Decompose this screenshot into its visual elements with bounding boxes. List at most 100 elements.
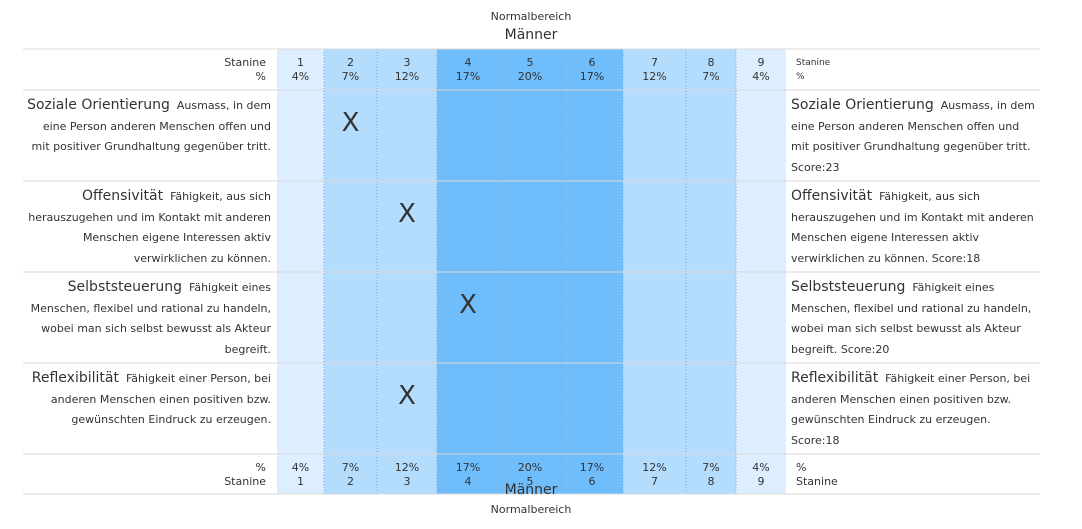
footer-label-left: % Stanine (0, 461, 266, 489)
percent-tick: 20% (517, 70, 543, 83)
header-label-right: Stanine% (796, 56, 916, 84)
percent-tick: 4% (752, 461, 770, 474)
percent-label: % (796, 461, 807, 474)
percent-tick: 4% (291, 70, 310, 83)
row-description-right: Selbststeuerung Fähigkeit eines Menschen… (791, 277, 1039, 360)
stanine-tick: 5 (526, 475, 534, 488)
column-footer-9: 4% 9 (736, 461, 786, 489)
stanine-tick: 3 (403, 56, 411, 69)
stanine-label: Stanine (796, 475, 838, 488)
scale-name: Reflexibilität (791, 370, 879, 386)
row-description-right: Reflexibilität Fähigkeit einer Person, b… (791, 368, 1039, 451)
stanine-tick: 4 (464, 475, 472, 488)
percent-tick: 7% (702, 461, 720, 474)
stanine-tick: 6 (588, 56, 596, 69)
row-description-right: Offensivität Fähigkeit, aus sich herausz… (791, 186, 1039, 269)
scale-name: Soziale Orientierung (27, 97, 170, 113)
column-header-7: 7 12% (623, 56, 686, 84)
column-header-2: 2 7% (324, 56, 377, 84)
column-header-9: 9 4% (736, 56, 786, 84)
stanine-tick: 9 (757, 56, 765, 69)
stanine-marker: X (341, 108, 360, 138)
percent-tick: 7% (702, 70, 720, 83)
percent-tick: 17% (455, 461, 481, 474)
percent-tick: 4% (752, 70, 770, 83)
column-footer-8: 7% 8 (686, 461, 736, 489)
column-header-3: 3 12% (377, 56, 437, 84)
scale-description: Fähigkeit, aus sich herauszugehen und im… (28, 190, 271, 265)
column-footer-7: 12% 7 (623, 461, 686, 489)
column-header-6: 6 17% (561, 56, 623, 84)
percent-tick: 17% (455, 70, 481, 83)
stanine-tick: 7 (651, 56, 658, 69)
stanine-tick: 9 (757, 475, 765, 488)
stanine-label: Stanine (224, 56, 266, 69)
stanine-tick: 7 (651, 475, 658, 488)
header-label-left: Stanine% (0, 56, 266, 84)
scale-name: Selbststeuerung (791, 279, 906, 295)
column-footer-1: 4% 1 (277, 461, 324, 489)
row-description-left: Soziale Orientierung Ausmass, in dem ein… (23, 95, 271, 158)
stanine-tick: 8 (707, 56, 715, 69)
percent-tick: 7% (341, 70, 360, 83)
top-caption: Normalbereich (490, 10, 572, 23)
bottom-title: Männer (504, 482, 558, 498)
stanine-tick: 1 (297, 475, 304, 488)
column-footer-3: 12% 3 (377, 461, 437, 489)
column-header-5: 5 20% (499, 56, 561, 84)
percent-tick: 4% (291, 461, 310, 474)
bottom-caption: Normalbereich (490, 503, 572, 516)
stanine-tick: 3 (403, 475, 411, 488)
score-value: Score:18 (931, 251, 981, 265)
stanine-tick: 2 (347, 475, 354, 488)
percent-tick: 12% (642, 461, 667, 474)
row-description-right: Soziale Orientierung Ausmass, in dem ein… (791, 95, 1039, 178)
percent-label: % (255, 461, 266, 474)
percent-tick: 12% (642, 70, 667, 83)
stanine-tick: 4 (464, 56, 472, 69)
stanine-marker: X (459, 290, 477, 320)
column-header-4: 4 17% (437, 56, 499, 84)
stanine-label: Stanine (224, 475, 266, 488)
column-header-8: 8 7% (686, 56, 736, 84)
stanine-label: Stanine (796, 58, 831, 68)
percent-tick: 12% (394, 461, 420, 474)
scale-name: Selbststeuerung (67, 279, 183, 295)
column-footer-5: 20% 5 (499, 461, 561, 489)
stanine-marker: X (398, 199, 416, 229)
percent-tick: 17% (579, 461, 605, 474)
stanine-tick: 6 (588, 475, 596, 488)
scale-name: Offensivität (82, 188, 164, 204)
row-description-left: Reflexibilität Fähigkeit einer Person, b… (23, 368, 271, 431)
percent-tick: 17% (579, 70, 605, 83)
score-value: Score:18 (791, 433, 840, 447)
scale-description: Ausmass, in dem eine Person anderen Mens… (31, 99, 271, 153)
stanine-tick: 1 (297, 56, 304, 69)
percent-tick: 20% (517, 461, 543, 474)
stanine-tick: 8 (707, 475, 715, 488)
scale-name: Reflexibilität (31, 370, 119, 386)
scale-description: Ausmass, in dem eine Person anderen Mens… (791, 99, 1035, 153)
scale-description: Fähigkeit eines Menschen, flexibel und r… (791, 281, 1032, 356)
score-value: Score:20 (840, 342, 890, 356)
scale-description: Fähigkeit, aus sich herauszugehen und im… (791, 190, 1034, 265)
row-description-left: Offensivität Fähigkeit, aus sich herausz… (23, 186, 271, 269)
scale-description: Fähigkeit einer Person, bei anderen Mens… (791, 372, 1031, 426)
percent-label: % (796, 72, 805, 82)
column-footer-4: 17% 4 (437, 461, 499, 489)
column-header-1: 1 4% (277, 56, 324, 84)
stanine-marker: X (398, 381, 416, 411)
percent-tick: 12% (394, 70, 420, 83)
score-value: Score:23 (791, 160, 840, 174)
top-title: Männer (504, 27, 558, 43)
scale-description: Fähigkeit einer Person, bei anderen Mens… (50, 372, 271, 426)
column-footer-2: 7% 2 (324, 461, 377, 489)
column-footer-6: 17% 6 (561, 461, 623, 489)
stanine-tick: 2 (347, 56, 354, 69)
percent-tick: 7% (341, 461, 360, 474)
scale-description: Fähigkeit eines Menschen, flexibel und r… (30, 281, 271, 356)
footer-label-right: % Stanine (796, 461, 916, 489)
row-description-left: Selbststeuerung Fähigkeit eines Menschen… (23, 277, 271, 360)
stanine-tick: 5 (526, 56, 534, 69)
